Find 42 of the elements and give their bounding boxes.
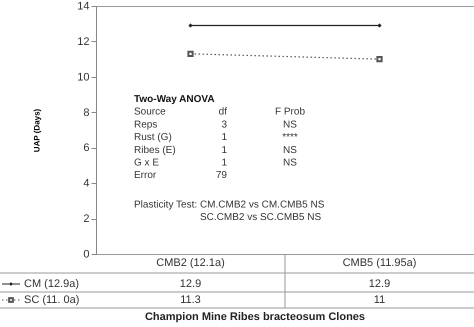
- annotation: 1: [221, 144, 228, 156]
- y-tick-label: 8: [83, 106, 90, 119]
- x-axis-title: Champion Mine Ribes bracteosum Clones: [144, 311, 366, 323]
- annotation: 79: [216, 170, 228, 182]
- data-label: 11: [374, 294, 386, 306]
- annotation: df: [218, 106, 228, 118]
- point: [187, 50, 194, 57]
- data-label: 11.3: [180, 294, 201, 306]
- y-axis-title: UAP (Days): [32, 108, 42, 152]
- annotation: Source: [134, 106, 166, 118]
- point: [376, 56, 383, 62]
- annotation: NS: [283, 158, 298, 168]
- y-tick-label: 2: [83, 213, 90, 226]
- annotation: 1: [221, 132, 228, 144]
- annotation: Ribes (E): [134, 144, 176, 156]
- point: [188, 23, 193, 28]
- y-tick-label: 0: [83, 248, 90, 260]
- annotation: F Prob: [274, 106, 306, 118]
- y-tick-label: 14: [77, 0, 90, 12]
- data-label: 12.9: [368, 278, 390, 290]
- legend-label: CM (12.9a): [24, 278, 80, 290]
- annotation: Plasticity Test: CM.CMB2 vs CM.CMB5 NS: [134, 199, 325, 210]
- annotation: Rust (G): [134, 132, 172, 144]
- x-tick-label: CMB2 (12.1a): [156, 257, 225, 269]
- point: [377, 23, 382, 28]
- annotation: SC.CMB2 vs SC.CMB5 NS: [200, 212, 322, 224]
- y-tick-label: 6: [83, 142, 90, 154]
- annotation: 1: [221, 158, 228, 168]
- annotation: Reps: [134, 119, 158, 130]
- annotation: 3: [221, 119, 228, 130]
- annotation: ****: [282, 132, 298, 144]
- legend-label: SC (11. 0a): [24, 294, 80, 306]
- annotation: Two-Way ANOVA: [134, 94, 215, 105]
- annotation: NS: [283, 119, 298, 130]
- data-label: 12.9: [180, 278, 202, 290]
- y-tick-label: 4: [83, 178, 90, 190]
- annotation: NS: [283, 144, 298, 156]
- y-tick-label: 12: [77, 36, 90, 48]
- annotation: Error: [134, 170, 157, 182]
- annotation: G x E: [134, 158, 160, 168]
- y-tick-label: 10: [77, 71, 90, 84]
- x-tick-label: CMB5 (11.95a): [342, 257, 416, 269]
